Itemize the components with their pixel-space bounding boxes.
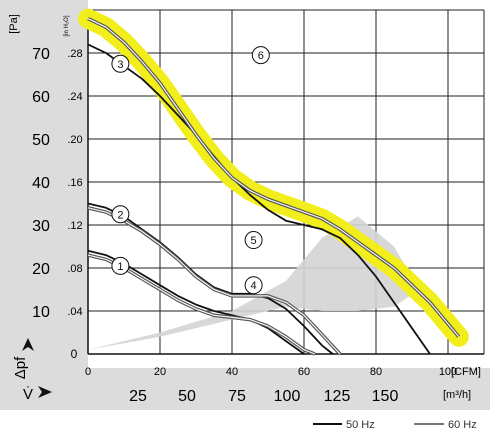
series-label-circle-4 [244,276,263,295]
series-label-2: 2 [117,209,123,221]
axis-labels: [Pa] [in H₂O] Δpf [CFM] [m³/h] V̇ 010203… [8,14,481,405]
series-label-circle-6 [251,46,270,65]
series-labels: 1 2 3 4 5 6 [111,46,270,295]
series-layer [87,17,461,356]
y-tick-label-inh2o: .24 [67,91,82,103]
y-tick-label: 0 [71,347,78,361]
x-tick-label-m3h: 25 [129,388,147,405]
series-line-3 [87,43,431,355]
y-tick-label-inh2o: .08 [67,263,82,275]
grid [87,9,485,355]
x-tick-label-cfm: 40 [226,366,238,378]
series-line-5-inner [87,207,341,355]
x-tick-label-m3h: 50 [178,388,196,405]
legend-label-60hz: 60 Hz [448,419,477,431]
series-label-4: 4 [251,280,257,292]
x-tick-label-cfm: 0 [85,366,91,378]
x-tick-label-cfm: 80 [370,366,382,378]
y-unit-inner: [in H₂O] [64,15,70,36]
y-symbol: Δpf [12,356,29,379]
y-tick-label: 20 [32,261,50,278]
x-tick-label-cfm: 20 [154,366,166,378]
series-label-5: 5 [251,235,257,247]
x-unit-bottom: [m³/h] [443,389,471,401]
y-tick-label-inh2o: .16 [67,177,82,189]
legend: 50 Hz 60 Hz [313,419,477,431]
y-unit-left: [Pa] [8,14,20,34]
y-tick-label: 50 [32,132,50,149]
bottom-axis-band [0,368,490,410]
legend-label-50hz: 50 Hz [346,419,375,431]
x-tick-label-cfm: 60 [298,366,310,378]
x-tick-label-m3h: 150 [372,388,399,405]
x-arrow-icon [38,386,52,398]
y-tick-label-inh2o: .20 [67,134,82,146]
x-tick-label-m3h: 100 [274,388,301,405]
x-tick-label-m3h: 75 [228,388,246,405]
x-unit-top: [CFM] [451,366,481,378]
y-tick-label-inh2o: .12 [67,220,82,232]
y-tick-label: 40 [32,175,50,192]
shaded-region [88,216,420,350]
x-tick-label-cfm: 100 [439,366,457,378]
series-label-6: 6 [258,50,264,62]
left-axis-band [0,0,88,410]
y-tick-label: 10 [32,304,50,321]
series-label-circle-5 [244,231,263,250]
y-arrow-icon [22,338,34,351]
series-label-3: 3 [117,59,123,71]
x-tick-label-m3h: 125 [324,388,351,405]
series-label-circle-2 [111,205,130,224]
y-tick-label: 30 [32,218,50,235]
series-label-circle-1 [111,256,130,275]
x-symbol: V̇ [23,386,33,403]
y-tick-label-inh2o: .04 [67,306,82,318]
series-label-circle-3 [111,54,130,73]
operating-region-shade [88,216,420,350]
y-tick-label-inh2o: .28 [67,48,82,60]
series-line-6-inner [87,18,460,338]
series-label-1: 1 [117,261,123,273]
y-tick-label: 70 [32,46,50,63]
y-tick-label: 60 [32,89,50,106]
